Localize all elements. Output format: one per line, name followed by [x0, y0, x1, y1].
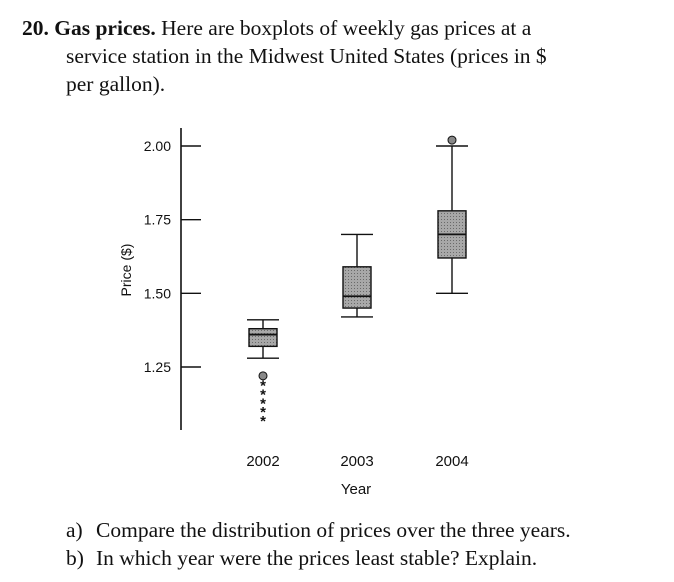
- outlier-point: [258, 371, 268, 381]
- box-2003: [341, 233, 373, 318]
- iqr-box: [248, 327, 278, 348]
- question-a-label: a): [66, 518, 83, 542]
- questions: a) Compare the distribution of prices ove…: [66, 516, 656, 572]
- problem-number: 20.: [22, 16, 49, 40]
- problem-line-1: 20. Gas prices. Here are boxplots of wee…: [22, 14, 652, 42]
- far-outlier-point: *: [260, 395, 266, 412]
- problem-title: Gas prices.: [54, 16, 156, 40]
- y-tick-label: 1.25: [144, 359, 171, 375]
- far-outlier-point: *: [260, 378, 266, 395]
- problem-text-2: service station in the Midwest United St…: [66, 44, 547, 68]
- far-outlier-point: *: [260, 413, 266, 430]
- question-b: b) In which year were the prices least st…: [66, 544, 656, 572]
- y-tick-label: 2.00: [144, 138, 171, 154]
- x-category-label: 2003: [340, 453, 373, 470]
- iqr-box: [342, 266, 372, 309]
- y-tick-label: 1.50: [144, 285, 171, 301]
- box-2004: [436, 135, 468, 295]
- problem-text-3: per gallon).: [66, 72, 166, 96]
- y-tick-label: 1.75: [144, 212, 171, 228]
- x-category-label: 2004: [435, 453, 468, 470]
- question-a-text: Compare the distribution of prices over …: [96, 518, 571, 542]
- box-2002: *****: [247, 319, 279, 430]
- x-axis-label: Year: [341, 481, 371, 498]
- question-a: a) Compare the distribution of prices ove…: [66, 516, 656, 544]
- problem-text-1: Here are boxplots of weekly gas prices a…: [155, 16, 532, 40]
- far-outlier-point: *: [260, 404, 266, 421]
- problem-statement: 20. Gas prices. Here are boxplots of wee…: [22, 14, 652, 98]
- far-outlier-point: *: [260, 387, 266, 404]
- y-axis-label: Price ($): [118, 244, 134, 297]
- outlier-point: [447, 135, 457, 145]
- question-b-text: In which year were the prices least stab…: [96, 546, 538, 570]
- question-b-label: b): [66, 546, 84, 570]
- x-category-label: 2002: [246, 453, 279, 470]
